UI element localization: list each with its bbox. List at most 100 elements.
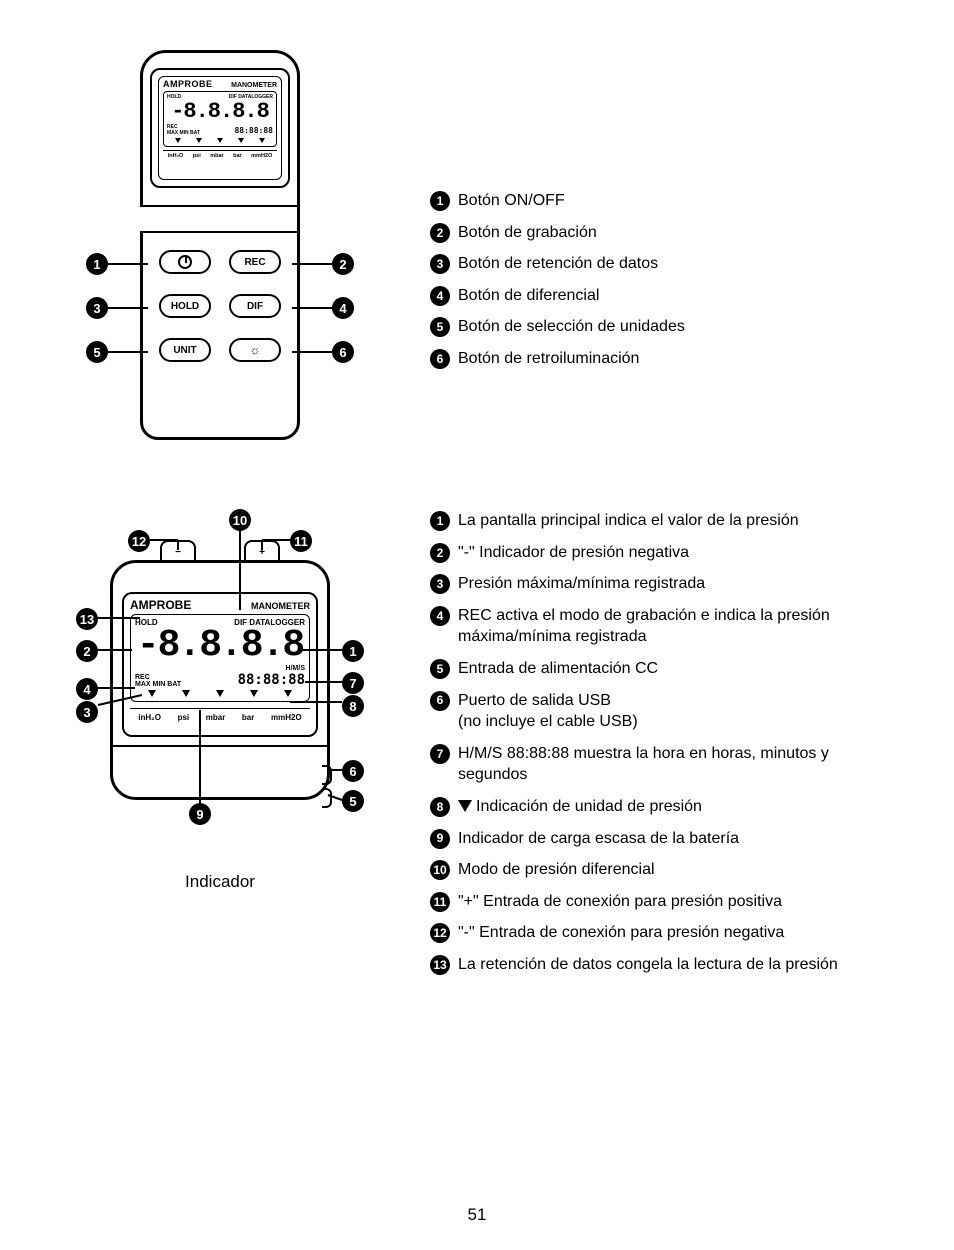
- legend-disp-text-4: REC activa el modo de grabación e indica…: [458, 605, 894, 648]
- display-legend-item: 9 Indicador de carga escasa de la batería: [430, 828, 894, 850]
- disp-call-5: 5: [342, 790, 364, 812]
- unit-1: psi: [193, 153, 201, 159]
- callout-4: 4: [332, 297, 354, 319]
- brand-label: AMPROBE: [163, 79, 213, 89]
- disp-unit-3: bar: [242, 713, 254, 722]
- disp-unit-1: psi: [178, 713, 190, 722]
- legend-disp-num-4: 4: [430, 606, 450, 626]
- legend-disp-num-11: 11: [430, 892, 450, 912]
- page-number: 51: [0, 1205, 954, 1225]
- device-buttons-diagram: AMPROBE MANOMETER HOLD DIF DATALOGGER -8…: [90, 50, 350, 450]
- disp-time: 88:88:88: [238, 672, 305, 688]
- legend-disp-num-1: 1: [430, 511, 450, 531]
- usb-port-icon: [322, 765, 332, 785]
- legend-disp-num-6: 6: [430, 691, 450, 711]
- legend-disp-num-10: 10: [430, 860, 450, 880]
- legend-disp-text-1: La pantalla principal indica el valor de…: [458, 510, 894, 532]
- power-icon: [178, 255, 192, 269]
- legend-text-3: Botón de retención de datos: [458, 253, 894, 275]
- device-type-label-2: MANOMETER: [251, 601, 310, 611]
- display-legend-item: 7 H/M/S 88:88:88 muestra la hora en horas…: [430, 743, 894, 786]
- rec-button[interactable]: REC: [229, 250, 281, 274]
- legend-disp-text-9: Indicador de carga escasa de la batería: [458, 828, 894, 850]
- legend-disp-text-3: Presión máxima/mínima registrada: [458, 573, 894, 595]
- legend-disp-text-10: Modo de presión diferencial: [458, 859, 894, 881]
- legend-disp-num-5: 5: [430, 659, 450, 679]
- legend-disp-text-5: Entrada de alimentación CC: [458, 658, 894, 680]
- legend-disp-num-13: 13: [430, 955, 450, 975]
- legend-disp-text-13: La retención de datos congela la lectura…: [458, 954, 894, 976]
- disp-call-9: 9: [189, 803, 211, 825]
- lcd-maxminbat: MAX MIN BAT: [167, 130, 200, 136]
- legend-num-4: 4: [430, 286, 450, 306]
- legend-disp-text-7: H/M/S 88:88:88 muestra la hora en horas,…: [458, 743, 894, 786]
- display-legend-item: 4 REC activa el modo de grabación e indic…: [430, 605, 894, 648]
- callout-1: 1: [86, 253, 108, 275]
- legend-disp-text-12: "-" Entrada de conexión para presión neg…: [458, 922, 894, 944]
- disp-call-3: 3: [76, 701, 98, 723]
- display-legend-item: 8 Indicación de unidad de presión: [430, 796, 894, 818]
- display-legend-item: 1 La pantalla principal indica el valor d…: [430, 510, 894, 532]
- display-legend-item: 3 Presión máxima/mínima registrada: [430, 573, 894, 595]
- legend-text-2: Botón de grabación: [458, 222, 894, 244]
- legend-text-6: Botón de retroiluminación: [458, 348, 894, 370]
- disp-call-6: 6: [342, 760, 364, 782]
- display-legend-item: 12 "-" Entrada de conexión para presión n…: [430, 922, 894, 944]
- dif-button[interactable]: DIF: [229, 294, 281, 318]
- disp-unit-4: mmH2O: [271, 713, 302, 722]
- disp-call-7: 7: [342, 672, 364, 694]
- legend-disp-num-9: 9: [430, 829, 450, 849]
- legend-num-6: 6: [430, 349, 450, 369]
- disp-unit-0: inH₂O: [138, 713, 161, 722]
- backlight-button[interactable]: ☼: [229, 338, 281, 362]
- power-button[interactable]: [159, 250, 211, 274]
- callout-3: 3: [86, 297, 108, 319]
- disp-hms: H/M/S: [286, 665, 305, 672]
- legend-num-3: 3: [430, 254, 450, 274]
- legend-disp-num-12: 12: [430, 923, 450, 943]
- legend-disp-text-11: "+" Entrada de conexión para presión pos…: [458, 891, 894, 913]
- callout-5: 5: [86, 341, 108, 363]
- legend-num-2: 2: [430, 223, 450, 243]
- disp-call-8: 8: [342, 695, 364, 717]
- unit-button[interactable]: UNIT: [159, 338, 211, 362]
- disp-call-11: 11: [290, 530, 312, 552]
- legend-disp-text-2: "-" Indicador de presión negativa: [458, 542, 894, 564]
- callout-6: 6: [332, 341, 354, 363]
- disp-call-12: 12: [128, 530, 150, 552]
- hold-button[interactable]: HOLD: [159, 294, 211, 318]
- indicator-caption: Indicador: [185, 872, 255, 892]
- disp-call-4: 4: [76, 678, 98, 700]
- legend-text-4: Botón de diferencial: [458, 285, 894, 307]
- unit-0: inH₂O: [168, 153, 184, 159]
- display-legend-item: 13 La retención de datos congela la lectu…: [430, 954, 894, 976]
- display-legend-item: 11 "+" Entrada de conexión para presión p…: [430, 891, 894, 913]
- disp-main-digits: -8.8.8.8: [135, 627, 305, 665]
- lcd-time: 88:88:88: [234, 126, 273, 135]
- legend-disp-num-8: 8: [430, 797, 450, 817]
- legend-disp-num-7: 7: [430, 744, 450, 764]
- display-legend-item: 6 Puerto de salida USB(no incluye el cabl…: [430, 690, 894, 733]
- unit-3: bar: [233, 153, 242, 159]
- legend-text-5: Botón de selección de unidades: [458, 316, 894, 338]
- display-legend-item: 5 Entrada de alimentación CC: [430, 658, 894, 680]
- disp-unit-2: mbar: [206, 713, 226, 722]
- positive-port: +: [244, 540, 280, 562]
- disp-call-2: 2: [76, 640, 98, 662]
- negative-port: −: [160, 540, 196, 562]
- display-legend-list: 1 La pantalla principal indica el valor d…: [430, 510, 894, 976]
- disp-rec: REC: [135, 674, 150, 681]
- device-type-label: MANOMETER: [231, 82, 277, 89]
- display-legend-item: 2 "-" Indicador de presión negativa: [430, 542, 894, 564]
- display-legend-item: 10 Modo de presión diferencial: [430, 859, 894, 881]
- disp-maxminbat: MAX MIN BAT: [135, 681, 181, 688]
- unit-4: mmH2O: [251, 153, 272, 159]
- brand-label-2: AMPROBE: [130, 598, 191, 612]
- legend-disp-num-2: 2: [430, 543, 450, 563]
- callout-2: 2: [332, 253, 354, 275]
- button-legend-list: 1Botón ON/OFF 2Botón de grabación 3Botón…: [430, 190, 894, 370]
- legend-disp-text-8: Indicación de unidad de presión: [458, 796, 894, 818]
- legend-disp-num-3: 3: [430, 574, 450, 594]
- display-diagram: − + AMPROBE MANOMETER HOLD DIF DATALOGGE…: [70, 510, 370, 860]
- legend-disp-text-6: Puerto de salida USB(no incluye el cable…: [458, 690, 894, 733]
